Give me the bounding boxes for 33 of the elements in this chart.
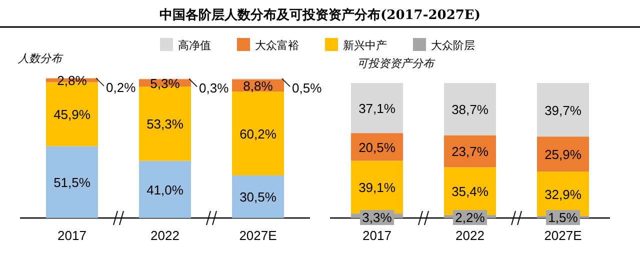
data-label: 39,7% [544, 102, 582, 118]
data-label: 23,7% [452, 144, 489, 160]
x-tick-label: 2027E [239, 228, 278, 243]
data-label: 53,3% [146, 116, 184, 132]
data-label: 35,4% [452, 184, 489, 200]
data-label: 60,2% [240, 126, 277, 142]
data-label: 32,9% [544, 186, 582, 202]
x-tick-label: 2022 [456, 228, 484, 243]
x-tick-label: 2017 [362, 228, 392, 243]
x-tick-label: 2022 [150, 228, 180, 243]
data-label: 51,5% [54, 175, 91, 190]
data-label: 0,2% [106, 80, 136, 95]
x-tick-label: 2027E [544, 228, 582, 243]
data-label: 0,3% [199, 80, 230, 96]
chart-title: 中国各阶层人数分布及可投资资产分布(2017-2027E) [160, 7, 480, 23]
data-label: 37,1% [358, 101, 396, 116]
data-label: 41,0% [146, 182, 184, 198]
legend-label: 高净值 [178, 39, 211, 52]
chart-subtitle: 人数分布 [17, 53, 64, 65]
data-label: 30,5% [240, 190, 277, 205]
data-label: 5,3% [150, 76, 180, 91]
data-label: 39,1% [358, 180, 396, 196]
legend-label: 大众阶层 [431, 39, 475, 52]
data-label: 20,5% [358, 140, 396, 155]
legend-label: 大众富裕 [255, 39, 299, 52]
x-tick-label: 2017 [58, 228, 86, 243]
data-label: 25,9% [544, 147, 582, 162]
data-label: 38,7% [452, 102, 489, 118]
data-label: 0,5% [292, 80, 322, 96]
chart-subtitle: 可投资资产分布 [357, 57, 436, 70]
legend-label: 新兴中产 [343, 39, 387, 52]
data-label: 45,9% [54, 107, 91, 122]
data-label: 8,8% [243, 78, 274, 94]
